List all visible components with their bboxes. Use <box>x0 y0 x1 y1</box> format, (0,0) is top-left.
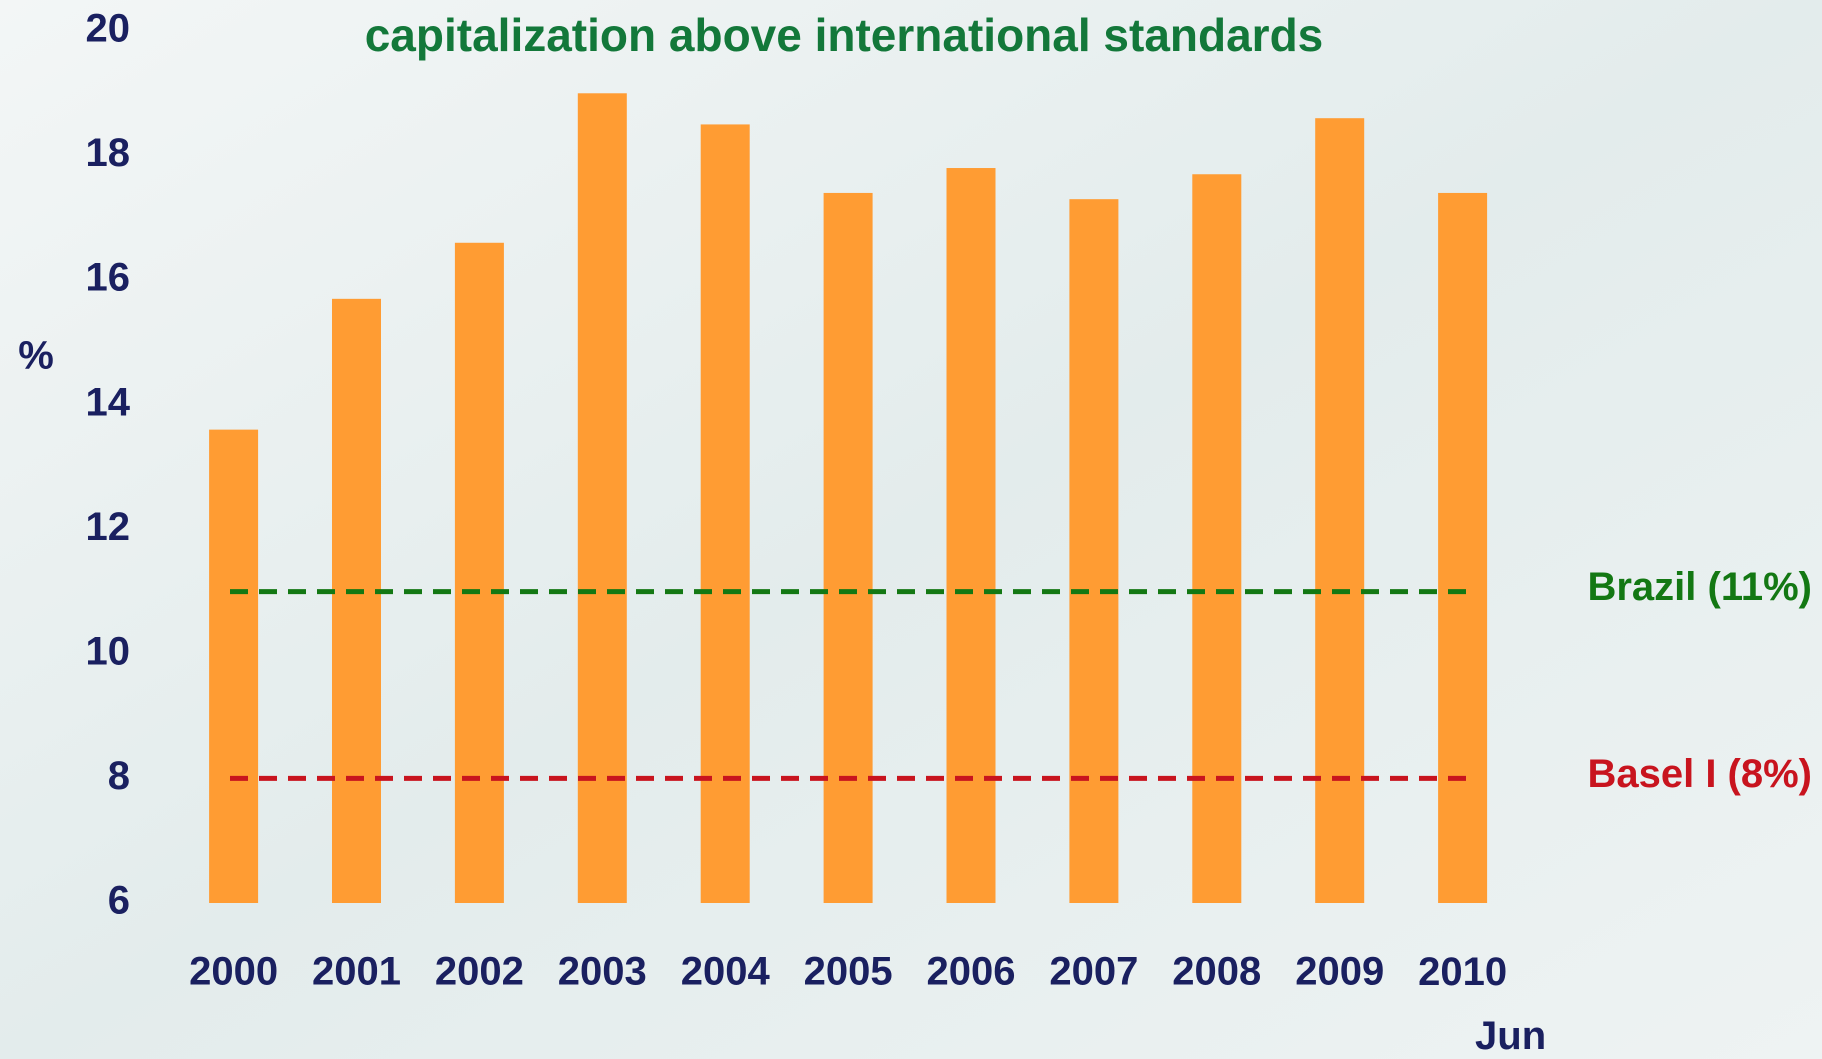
y-tick-label: 20 <box>86 7 131 51</box>
x-tick-label: 2005 <box>804 950 893 994</box>
bar <box>700 124 750 903</box>
y-tick-label: 10 <box>86 629 131 673</box>
x-tick-label: 2003 <box>558 950 647 994</box>
x-tick-label: 2006 <box>927 950 1016 994</box>
y-tick-label: 16 <box>86 256 131 300</box>
bar <box>1438 192 1488 903</box>
bar <box>454 242 504 903</box>
y-tick-label: 6 <box>108 879 130 923</box>
y-tick-label: 14 <box>86 380 131 424</box>
reference-label: Basel I (8%) <box>1587 752 1812 796</box>
x-tick-label: 2000 <box>189 950 278 994</box>
bar <box>1069 199 1119 903</box>
x-tick-label: 2002 <box>435 950 524 994</box>
bar <box>577 93 627 904</box>
x-tick-label: 2010 Jun <box>1418 950 1546 1058</box>
x-tick-label: 2007 <box>1049 950 1138 994</box>
y-tick-label: 8 <box>108 754 130 798</box>
bar <box>1315 118 1365 903</box>
reference-label: Brazil (11%) <box>1587 565 1812 609</box>
x-tick-label: 2004 <box>681 950 771 994</box>
x-tick-label: 2001 <box>312 950 401 994</box>
bar <box>946 168 996 903</box>
x-tick-label: 2008 <box>1172 950 1261 994</box>
y-tick-label: 12 <box>86 505 131 549</box>
y-axis-label: % <box>18 334 54 378</box>
y-tick-label: 18 <box>86 131 131 175</box>
bar <box>823 192 873 903</box>
bar <box>1192 174 1242 903</box>
bar <box>332 298 381 903</box>
chart-title: capitalization above international stand… <box>365 9 1324 61</box>
bar <box>209 429 259 903</box>
x-tick-label: 2009 <box>1295 950 1384 994</box>
